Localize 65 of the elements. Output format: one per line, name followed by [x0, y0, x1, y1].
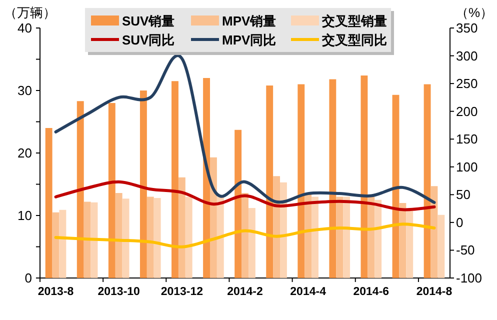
- bar: [76, 101, 84, 278]
- bar: [122, 198, 130, 278]
- bar: [146, 196, 154, 278]
- y-tick-label: 30: [18, 83, 32, 98]
- y-tick-label: 10: [18, 208, 32, 223]
- x-tick-label: 2013-10: [98, 286, 140, 298]
- bar: [84, 202, 91, 278]
- bar: [172, 81, 178, 278]
- y-tick-label: 20: [18, 146, 32, 160]
- x-tick-label: 2014-8: [416, 286, 453, 298]
- bar: [406, 209, 414, 278]
- legend-label: SUV销量: [122, 14, 175, 28]
- bar: [399, 203, 406, 278]
- bar: [115, 193, 122, 278]
- legend-label: MPV同比: [222, 32, 276, 48]
- bar: [343, 196, 350, 278]
- bar: [216, 196, 224, 278]
- y2-tick-label: 0: [456, 214, 464, 230]
- y2-tick-label: -50: [456, 242, 475, 258]
- bar: [203, 78, 210, 278]
- y-tick-label: 0: [24, 270, 32, 286]
- bar: [312, 196, 318, 278]
- bar: [242, 193, 248, 278]
- bar: [178, 177, 186, 278]
- x-tick-label: 2014-4: [290, 286, 327, 298]
- y2-tick-label: 300: [456, 48, 478, 64]
- bar: [59, 210, 66, 278]
- bar: [360, 76, 368, 278]
- y2-tick-label: 150: [456, 132, 478, 147]
- bar: [108, 103, 116, 278]
- legend-label: MPV销量: [222, 14, 276, 28]
- y-tick-label: 40: [18, 20, 32, 36]
- bar: [234, 130, 242, 278]
- bar: [90, 202, 98, 278]
- y2-tick-label: -100: [456, 270, 482, 286]
- bar: [304, 194, 312, 278]
- y2-tick-label: 50: [456, 187, 470, 202]
- bar: [298, 84, 305, 278]
- y2-axis-title: （%）: [455, 5, 493, 20]
- bar: [438, 214, 445, 278]
- bar: [154, 198, 161, 278]
- y2-tick-label: 250: [456, 76, 478, 92]
- bar: [52, 212, 60, 278]
- legend-label: 交叉型同比: [321, 32, 387, 48]
- bar: [424, 84, 431, 278]
- x-tick-label: 2014-6: [353, 286, 390, 298]
- y2-tick-label: 100: [456, 159, 478, 174]
- bar: [329, 79, 336, 278]
- bar: [266, 86, 274, 278]
- bar: [368, 196, 375, 278]
- y-axis-title: （万辆）: [4, 5, 56, 20]
- bar: [374, 200, 382, 278]
- y2-tick-label: 350: [456, 20, 478, 36]
- bar: [248, 208, 256, 278]
- bar: [185, 196, 192, 278]
- legend-label: SUV同比: [122, 32, 175, 48]
- bar: [140, 90, 147, 278]
- bar: [336, 196, 344, 278]
- bar: [45, 128, 52, 278]
- x-tick-label: 2013-12: [160, 286, 204, 298]
- x-tick-label: 2013-8: [38, 286, 74, 298]
- y2-tick-label: 200: [456, 104, 478, 119]
- legend-label: 交叉型销量: [321, 14, 387, 28]
- x-tick-label: 2014-2: [227, 286, 263, 298]
- bar: [273, 176, 280, 278]
